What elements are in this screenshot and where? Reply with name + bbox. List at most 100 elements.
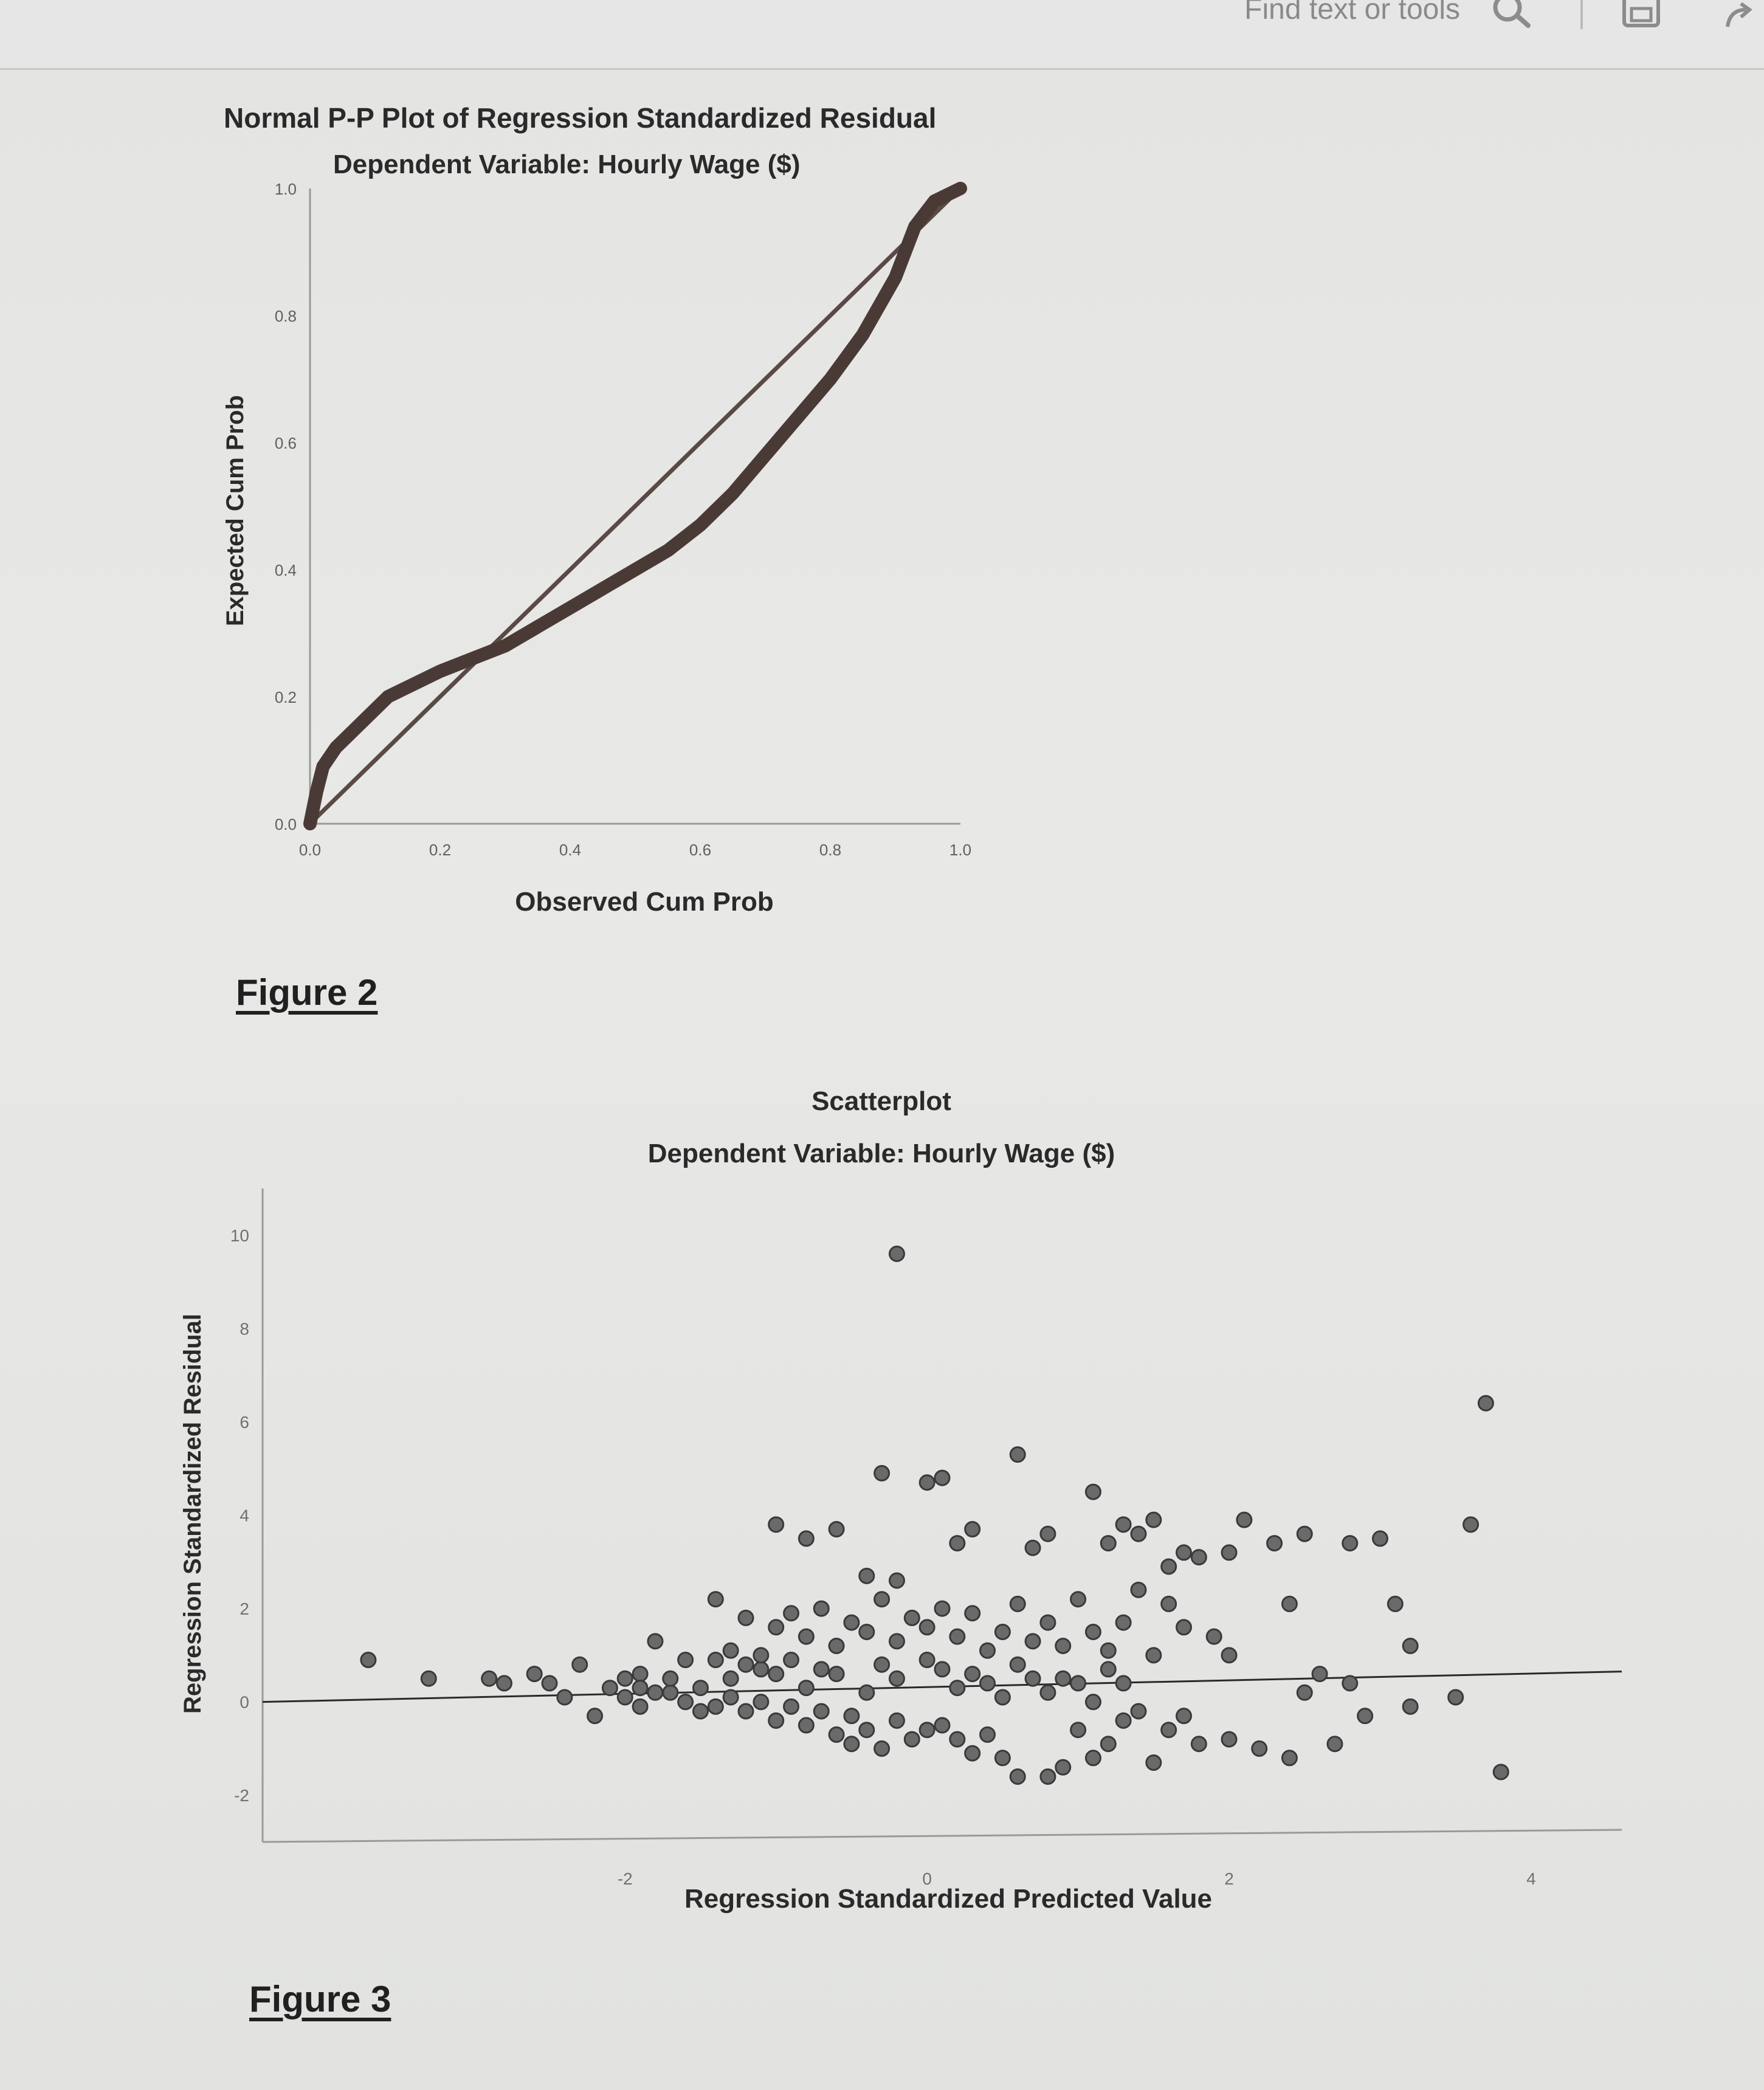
scatter-point [1326,1736,1343,1753]
scatter-point [783,1698,800,1715]
scatter-point [964,1605,981,1622]
scatter-point [1084,1483,1101,1500]
pp-y-tick-label: 0.2 [275,688,297,706]
scatter-point [1236,1511,1253,1528]
scatter-point [828,1521,845,1538]
scatter-point [753,1647,770,1664]
scatter-point [632,1698,649,1715]
scatter-point [798,1530,815,1547]
figure-2-label: Figure 2 [236,972,378,1013]
scatter-point [783,1652,800,1669]
scatter-point [1221,1647,1238,1664]
pp-y-tick-label: 0.4 [275,561,297,579]
scatter-point [873,1464,891,1481]
scatter-point [1145,1754,1162,1771]
scatter-point [753,1694,770,1711]
scatter-point [1115,1675,1132,1692]
scatter-point [1387,1595,1404,1612]
scatter-point [753,1661,770,1678]
scatter-point [1055,1670,1072,1687]
scatter-point [541,1675,558,1692]
scatter-point [1221,1544,1238,1561]
scatter-point [1100,1642,1117,1659]
scatter-chart-title: Scatterplot [811,1086,951,1116]
scatter-point [858,1623,875,1640]
scatter-point [1084,1750,1101,1767]
scatter-y-tick-label: 4 [239,1506,249,1525]
scatter-point [677,1652,694,1669]
scatter-point [1039,1684,1056,1701]
scatter-point [662,1670,679,1687]
scatter-point [873,1656,891,1673]
scatter-point [1115,1614,1132,1631]
scatter-point [722,1670,739,1687]
pp-y-tick-label: 0.8 [275,307,297,325]
scatter-y-tick-label: 6 [239,1413,249,1432]
scatter-point [1311,1666,1328,1683]
scatter-point [994,1689,1011,1706]
scatter-point [979,1675,996,1692]
scatter-point [828,1666,845,1683]
scatter-point [737,1656,754,1673]
pp-x-tick-label: 0.4 [559,841,581,859]
scatter-point [768,1619,785,1636]
scatter-point [1281,1595,1298,1612]
scatter-point [888,1572,905,1589]
scatter-point [1130,1703,1147,1720]
scatter-point [1070,1722,1087,1739]
scatter-point [964,1745,981,1762]
scatter-point [1251,1740,1268,1757]
scatter-point [1024,1633,1041,1650]
scatter-point [1039,1768,1056,1785]
scatter-point [1070,1675,1087,1692]
scatter-point [768,1712,785,1729]
scatter-point [1342,1675,1359,1692]
scatter-point [1205,1628,1222,1645]
save-icon[interactable] [1622,0,1661,30]
pp-y-tick-label: 0.6 [275,434,297,452]
scatter-point [903,1731,920,1748]
scatter-point [1039,1525,1056,1542]
scatter-point [873,1740,891,1757]
scatter-point [828,1638,845,1654]
find-tools-search[interactable]: Find text or tools [1244,0,1460,26]
scatter-point [496,1675,513,1692]
scatter-point [798,1680,815,1697]
scatter-point [858,1684,875,1701]
pp-reference-line [308,187,962,826]
scatter-point [918,1474,935,1491]
scatter-point [1055,1638,1072,1654]
scatter-point [783,1605,800,1622]
scatter-point [1130,1525,1147,1542]
scatter-point [692,1680,709,1697]
scatter-point [1296,1684,1313,1701]
scatter-y-axis-label: Regression Standardized Residual [179,1314,206,1714]
scatter-point [918,1722,935,1739]
scatter-point [707,1591,724,1608]
scatter-point [934,1600,951,1617]
scatter-point [481,1670,498,1687]
scatter-point [1176,1708,1193,1725]
pp-chart-title: Normal P-P Plot of Regression Standardiz… [224,102,936,134]
scatter-point [677,1694,694,1711]
scatter-point [1176,1619,1193,1636]
pp-y-tick-label: 0.0 [275,815,297,833]
scatter-point [1009,1768,1026,1785]
scatter-y-tick-label: -2 [234,1786,249,1805]
search-icon[interactable] [1488,0,1537,36]
scatter-point [843,1708,860,1725]
scatter-point [737,1609,754,1626]
scatter-point [692,1703,709,1720]
figure-3-label: Figure 3 [249,1979,391,2019]
scatter-point [994,1750,1011,1767]
scatter-point [707,1698,724,1715]
scatter-point [949,1535,966,1552]
scatter-point [1266,1535,1283,1552]
scatter-point [526,1666,543,1683]
scatter-point [1477,1395,1494,1412]
scatter-point [707,1652,724,1669]
scatter-point [1084,1694,1101,1711]
share-icon[interactable] [1721,2,1758,33]
scatter-x-axis [262,1829,1622,1843]
scatter-point [1190,1549,1207,1566]
